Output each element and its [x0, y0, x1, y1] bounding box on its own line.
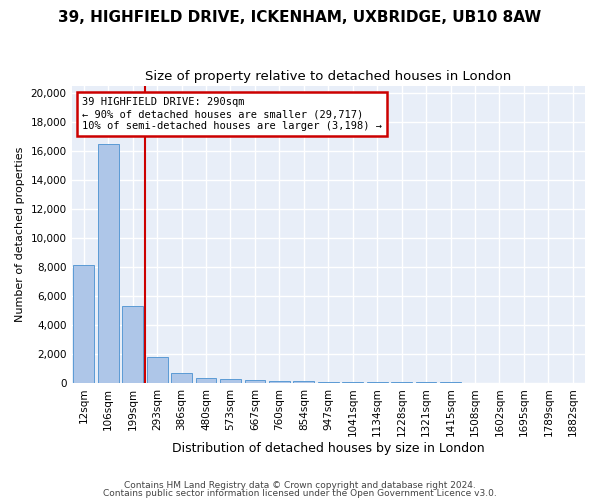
Title: Size of property relative to detached houses in London: Size of property relative to detached ho… — [145, 70, 511, 83]
Bar — [391, 382, 412, 383]
Bar — [367, 382, 388, 383]
Bar — [245, 380, 265, 383]
Bar — [196, 378, 217, 383]
Bar — [343, 382, 363, 383]
Text: Contains HM Land Registry data © Crown copyright and database right 2024.: Contains HM Land Registry data © Crown c… — [124, 481, 476, 490]
Bar — [171, 374, 192, 383]
Text: Contains public sector information licensed under the Open Government Licence v3: Contains public sector information licen… — [103, 488, 497, 498]
Text: 39, HIGHFIELD DRIVE, ICKENHAM, UXBRIDGE, UB10 8AW: 39, HIGHFIELD DRIVE, ICKENHAM, UXBRIDGE,… — [58, 10, 542, 25]
Bar — [122, 306, 143, 383]
X-axis label: Distribution of detached houses by size in London: Distribution of detached houses by size … — [172, 442, 485, 455]
Bar — [98, 144, 119, 383]
Bar — [220, 379, 241, 383]
Bar — [293, 382, 314, 383]
Bar — [269, 380, 290, 383]
Y-axis label: Number of detached properties: Number of detached properties — [15, 146, 25, 322]
Bar — [318, 382, 338, 383]
Bar — [147, 356, 167, 383]
Text: 39 HIGHFIELD DRIVE: 290sqm
← 90% of detached houses are smaller (29,717)
10% of : 39 HIGHFIELD DRIVE: 290sqm ← 90% of deta… — [82, 98, 382, 130]
Bar — [73, 266, 94, 383]
